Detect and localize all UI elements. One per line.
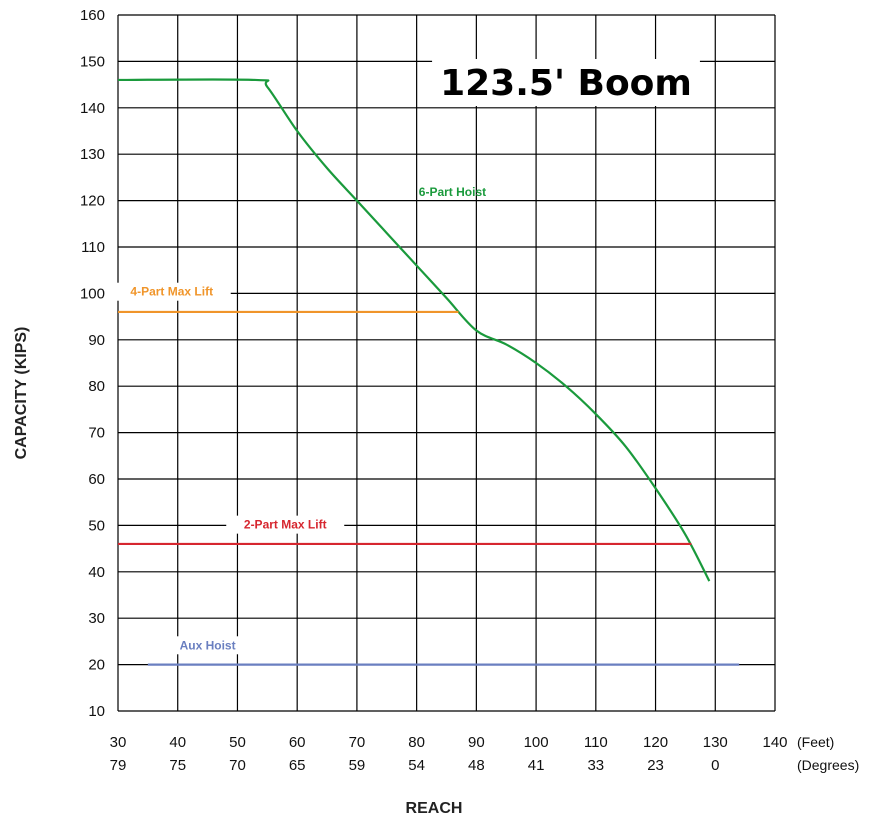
x-tick-label: 40 xyxy=(169,734,186,751)
x-tick-label: 100 xyxy=(524,734,549,751)
x-tick-label: 60 xyxy=(289,734,306,751)
degree-tick-label: 48 xyxy=(468,757,485,774)
degree-tick-label: 75 xyxy=(169,757,186,774)
series-line xyxy=(117,78,711,582)
degree-tick-label: 23 xyxy=(647,757,664,774)
degree-tick-label: 0 xyxy=(711,757,719,774)
y-axis-title: CAPACITY (KIPS) xyxy=(13,327,30,460)
series-label: 4-Part Max Lift xyxy=(130,285,213,299)
y-tick-label: 100 xyxy=(80,285,105,302)
series-label-bg xyxy=(112,282,231,301)
series-label: 6-Part Hoist xyxy=(419,185,486,199)
x-unit-label: (Feet) xyxy=(797,734,834,750)
degree-tick-label: 41 xyxy=(528,757,545,774)
y-tick-label: 110 xyxy=(81,239,105,256)
x-tick-label: 70 xyxy=(349,734,366,751)
x-axis-title: REACH xyxy=(406,800,463,817)
y-tick-label: 130 xyxy=(80,146,105,163)
x-tick-label: 50 xyxy=(229,734,246,751)
y-tick-label: 30 xyxy=(88,610,105,627)
degree-tick-label: 33 xyxy=(587,757,604,774)
degree-tick-label: 54 xyxy=(408,757,425,774)
series-label: Aux Hoist xyxy=(180,638,236,652)
series-label: 2-Part Max Lift xyxy=(244,518,327,532)
y-tick-label: 40 xyxy=(88,564,105,581)
grid xyxy=(117,14,776,712)
series-label-bg xyxy=(226,515,345,534)
y-tick-label: 50 xyxy=(88,517,105,534)
y-tick-label: 90 xyxy=(88,332,105,349)
x-tick-label: 130 xyxy=(703,734,728,751)
y-tick-label: 150 xyxy=(80,53,105,70)
y-tick-label: 20 xyxy=(88,657,105,674)
y-tick-label: 160 xyxy=(80,7,105,24)
series-lines xyxy=(117,78,740,666)
y-tick-label: 10 xyxy=(88,703,105,720)
x-tick-label: 140 xyxy=(762,734,787,751)
degree-tick-label: 79 xyxy=(110,757,127,774)
series-label-bg xyxy=(170,636,245,655)
degree-tick-label: 65 xyxy=(289,757,306,774)
x-tick-label: 120 xyxy=(643,734,668,751)
x-tick-label: 30 xyxy=(110,734,127,751)
chart-title-bg xyxy=(432,59,700,106)
y-tick-label: 70 xyxy=(88,425,105,442)
y-tick-label: 120 xyxy=(80,193,105,210)
y-tick-label: 80 xyxy=(88,378,105,395)
x-tick-label: 90 xyxy=(468,734,485,751)
degree-tick-label: 59 xyxy=(349,757,366,774)
chart-title: 123.5' Boom xyxy=(440,63,692,104)
series-labels: 6-Part Hoist 4-Part Max Lift 2-Part Max Li… xyxy=(112,59,700,655)
degree-tick-label: 70 xyxy=(229,757,246,774)
degree-unit-label: (Degrees) xyxy=(797,757,859,773)
tick-labels: 10 20 30 40 50 60 70 80 90 100 110 120 130 140 150 160 3… xyxy=(80,7,859,774)
x-tick-label: 80 xyxy=(408,734,425,751)
y-tick-label: 140 xyxy=(80,100,105,117)
x-tick-label: 110 xyxy=(584,734,608,751)
y-tick-label: 60 xyxy=(88,471,105,488)
